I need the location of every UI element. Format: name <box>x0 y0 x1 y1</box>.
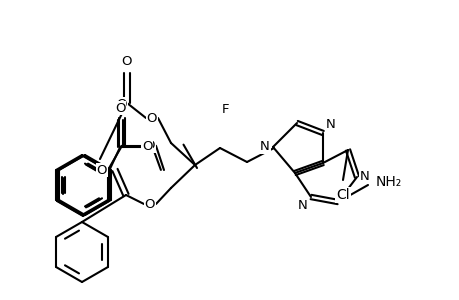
Text: O: O <box>142 140 152 153</box>
Text: N: N <box>325 118 335 131</box>
Text: F: F <box>222 103 229 116</box>
Text: O: O <box>145 139 155 152</box>
Text: Cl: Cl <box>336 188 349 202</box>
Text: O: O <box>122 55 132 68</box>
Text: N: N <box>297 199 308 212</box>
Text: NH₂: NH₂ <box>375 175 401 189</box>
Text: O: O <box>96 164 107 176</box>
Text: O: O <box>145 197 155 211</box>
Text: O: O <box>117 98 127 111</box>
Text: N: N <box>359 170 369 184</box>
Text: O: O <box>146 112 157 124</box>
Text: N: N <box>260 140 269 154</box>
Text: O: O <box>115 101 125 115</box>
